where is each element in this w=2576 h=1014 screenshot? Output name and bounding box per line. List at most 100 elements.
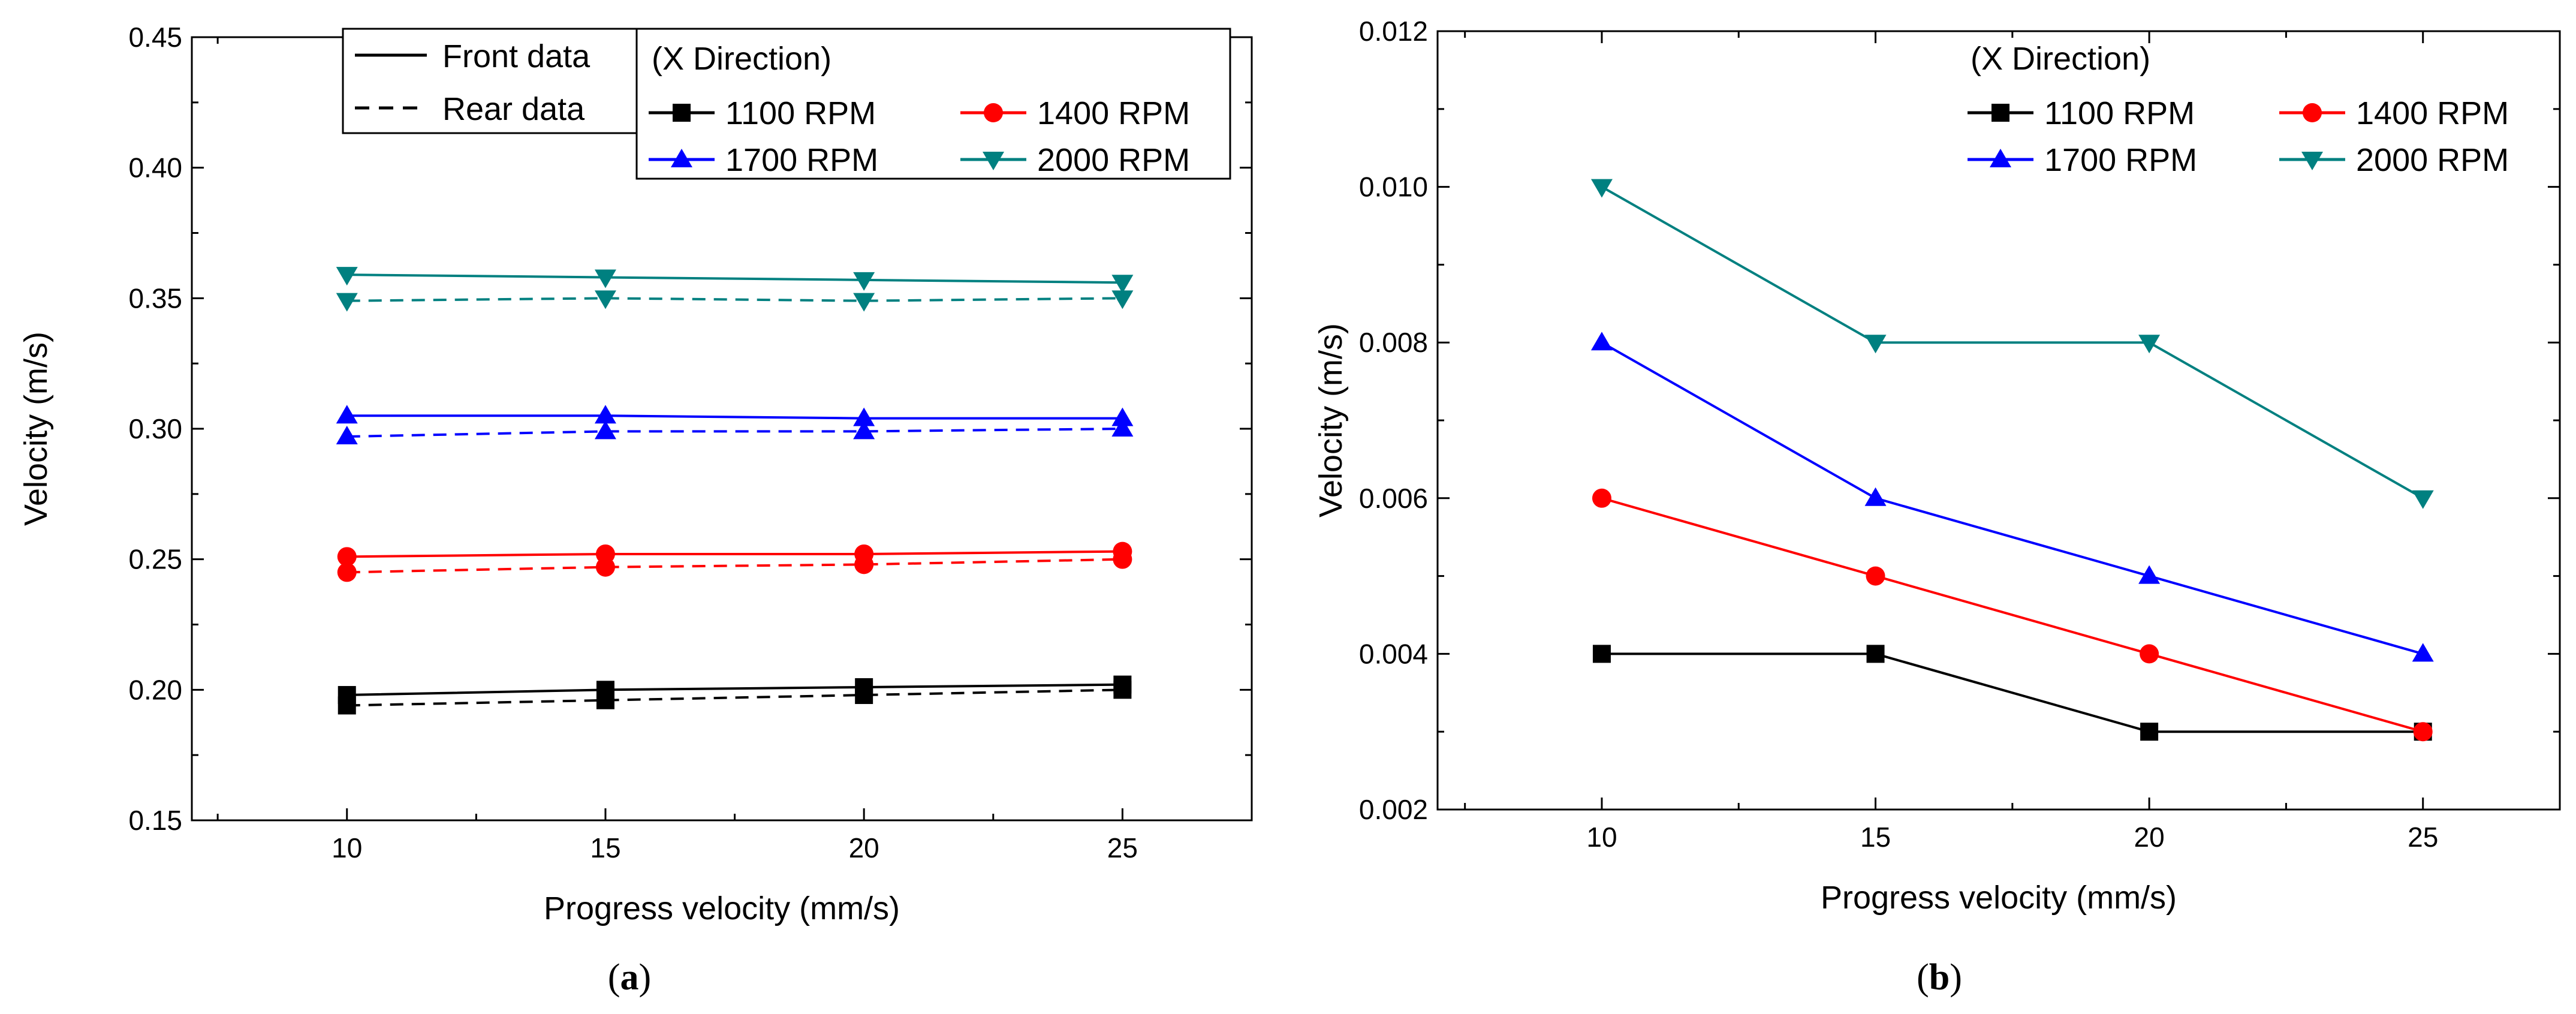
y-tick-label: 0.25 — [128, 544, 182, 575]
legend-marker — [983, 152, 1004, 170]
series-2000-rpm — [336, 267, 1134, 312]
chart-b: 0.002 0.004 0.006 0.008 0.010 0.012 10 15 20 25 Pr… — [1313, 16, 2561, 998]
data-point-rear — [594, 290, 616, 309]
series-1400-rpm — [337, 541, 1132, 582]
series-line-front — [347, 414, 1123, 420]
data-point-front — [1111, 407, 1134, 426]
data-point-front — [594, 269, 616, 288]
legend-title: (X Direction) — [1971, 41, 2150, 77]
legend-title: (X Direction) — [652, 41, 831, 77]
data-point-front — [338, 686, 356, 705]
y-tick-label: 0.15 — [128, 805, 182, 836]
data-point-front — [854, 544, 874, 564]
legend-marker — [1990, 149, 2011, 167]
data-point-front — [1113, 541, 1132, 561]
legend: (X Direction) 1100 RPM 1400 RPM 1700 RPM 200… — [1968, 41, 2509, 178]
data-point-value — [1864, 487, 1887, 506]
chart-a: 0.15 0.20 0.25 0.30 0.35 0.40 0.45 10 15 20 25 Prog… — [18, 22, 1253, 998]
y-axis-title: Velocity (m/s) — [18, 332, 54, 526]
x-tick-label: 10 — [1586, 822, 1617, 853]
caption-open: ( — [608, 957, 620, 998]
data-point-front — [336, 267, 358, 286]
series-1100-rpm — [338, 675, 1132, 715]
legend-series-label: 1400 RPM — [2356, 95, 2509, 131]
data-point-value — [2140, 723, 2159, 741]
data-point-rear — [336, 293, 358, 312]
data-point-value — [2412, 643, 2434, 662]
series-legend-box — [635, 28, 1231, 180]
series-line-rear — [347, 297, 1123, 302]
data-point-front — [1111, 275, 1134, 294]
data-point-value — [1866, 645, 1885, 663]
style-legend-box — [342, 28, 638, 134]
legend-series-label: 1400 RPM — [1037, 95, 1190, 131]
legend-marker — [1991, 104, 2009, 122]
y-tick-label: 0.40 — [128, 152, 182, 183]
y-tick-label: 0.006 — [1359, 483, 1428, 514]
series-line-value — [1601, 341, 2424, 655]
y-tick-label: 0.012 — [1359, 16, 1428, 47]
data-point-rear — [1111, 290, 1134, 309]
data-point-value — [1592, 645, 1611, 663]
data-point-front — [336, 405, 358, 424]
legend: Front data Rear data (X Direction) 1100 RPM… — [342, 28, 1231, 180]
legend-series-label: 2000 RPM — [1037, 142, 1190, 178]
y-tick-label: 0.35 — [128, 282, 182, 314]
x-axis-title: Progress velocity (mm/s) — [1821, 880, 2177, 916]
data-point-value — [1592, 488, 1611, 508]
data-point-rear — [337, 562, 357, 582]
series-line-front — [347, 683, 1123, 697]
data-point-rear — [336, 426, 358, 445]
data-point-value — [2138, 565, 2161, 584]
x-tick-label: 25 — [1107, 832, 1138, 863]
legend-series-label: 1700 RPM — [725, 142, 878, 178]
data-point-front — [853, 272, 875, 291]
series-line-front — [347, 550, 1123, 558]
data-point-rear — [853, 420, 875, 440]
x-tick-label: 20 — [2134, 822, 2165, 853]
caption-close: ) — [1950, 957, 1962, 998]
y-tick-label: 0.008 — [1359, 327, 1428, 358]
data-point-front — [1113, 675, 1132, 694]
figure-caption: (b) — [1917, 957, 1962, 998]
legend-series-label: 1700 RPM — [2044, 142, 2197, 178]
data-point-front — [337, 547, 357, 567]
data-point-front — [596, 681, 614, 699]
legend-marker — [984, 103, 1003, 122]
data-point-value — [2138, 335, 2161, 354]
caption-close: ) — [639, 957, 652, 998]
data-point-front — [853, 407, 875, 426]
caption-letter: b — [1929, 957, 1950, 998]
data-point-rear — [853, 293, 875, 312]
legend-series-label: 2000 RPM — [2356, 142, 2509, 178]
series-2000-rpm — [1590, 179, 2434, 509]
x-tick-label: 15 — [590, 832, 620, 863]
data-point-value — [2140, 644, 2159, 664]
data-point-front — [595, 544, 615, 564]
legend-series-label: 1100 RPM — [2044, 95, 2195, 131]
series-1100-rpm — [1592, 645, 2432, 741]
legend-rear-label: Rear data — [442, 91, 585, 127]
series-line-value — [1601, 185, 2424, 500]
legend-front-label: Front data — [442, 38, 590, 74]
data-point-value — [1864, 335, 1887, 354]
y-tick-label: 0.010 — [1359, 171, 1428, 203]
y-tick-label: 0.20 — [128, 674, 182, 705]
data-point-rear — [594, 420, 616, 440]
data-point-value — [2413, 722, 2433, 742]
y-tick-label: 0.004 — [1359, 638, 1428, 669]
series-1700-rpm — [336, 405, 1134, 445]
data-point-value — [1590, 332, 1613, 351]
series-line-rear — [347, 558, 1123, 574]
y-tick-label: 0.30 — [128, 413, 182, 444]
x-tick-label: 25 — [2408, 822, 2438, 853]
y-tick-label: 0.45 — [128, 22, 182, 53]
data-point-front — [594, 405, 616, 424]
x-tick-label: 10 — [332, 832, 362, 863]
data-point-value — [1590, 179, 1613, 198]
legend-marker — [673, 104, 691, 122]
data-point-value — [2412, 490, 2434, 509]
y-tick-label: 0.002 — [1359, 794, 1428, 825]
legend-series-label: 1100 RPM — [725, 95, 876, 131]
